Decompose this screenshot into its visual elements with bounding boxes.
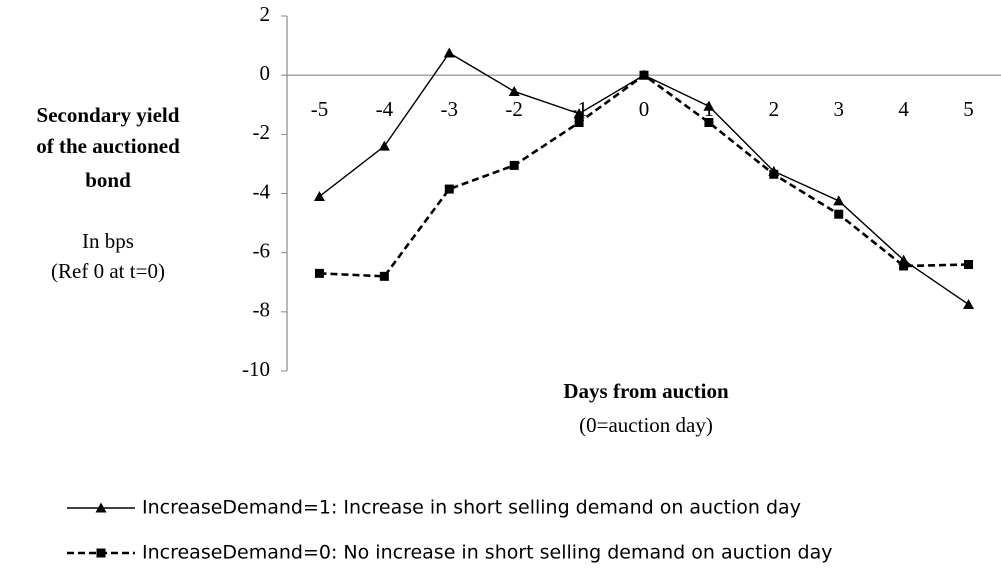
x-tick-label: 2 (769, 97, 780, 121)
y-label: of the auctioned (36, 134, 180, 158)
marker (379, 271, 389, 281)
y-sublabel: (Ref 0 at t=0) (51, 259, 165, 283)
marker (963, 298, 975, 309)
x-tick-label: 4 (898, 97, 909, 121)
x-tick-label: -3 (441, 97, 459, 121)
x-tick-label: 3 (833, 97, 844, 121)
marker (443, 47, 455, 58)
marker (639, 70, 649, 80)
y-sublabel: In bps (82, 229, 134, 253)
marker (378, 140, 390, 151)
marker (96, 548, 106, 558)
marker (313, 190, 325, 201)
marker (509, 160, 519, 170)
marker (834, 209, 844, 219)
y-tick-label: 0 (260, 61, 271, 85)
y-label: Secondary yield (37, 103, 180, 127)
y-tick-label: -6 (253, 238, 271, 262)
marker (899, 261, 909, 271)
marker (95, 502, 107, 513)
y-tick-label: -8 (253, 298, 271, 322)
x-tick-label: 0 (639, 97, 650, 121)
marker (314, 268, 324, 278)
marker (769, 169, 779, 179)
marker (573, 108, 585, 119)
y-tick-label: -4 (253, 179, 271, 203)
legend-label: IncreaseDemand=1: Increase in short sell… (142, 497, 801, 519)
x-label: Days from auction (563, 379, 729, 403)
x-sublabel: (0=auction day) (579, 413, 713, 437)
legend-label: IncreaseDemand=0: No increase in short s… (142, 542, 833, 564)
marker (574, 118, 584, 127)
marker (833, 195, 845, 206)
x-tick-label: -2 (505, 97, 523, 121)
marker (508, 85, 520, 96)
y-tick-label: -10 (242, 357, 270, 381)
y-tick-label: 2 (260, 2, 271, 26)
y-tick-label: -2 (253, 120, 271, 144)
marker (964, 260, 974, 269)
x-tick-label: -4 (376, 97, 394, 121)
marker (704, 118, 714, 127)
y-label: bond (85, 168, 131, 192)
x-tick-label: -5 (311, 97, 329, 121)
x-tick-label: 5 (963, 97, 974, 121)
marker (703, 100, 715, 111)
series-line (319, 52, 969, 306)
marker (444, 184, 454, 194)
